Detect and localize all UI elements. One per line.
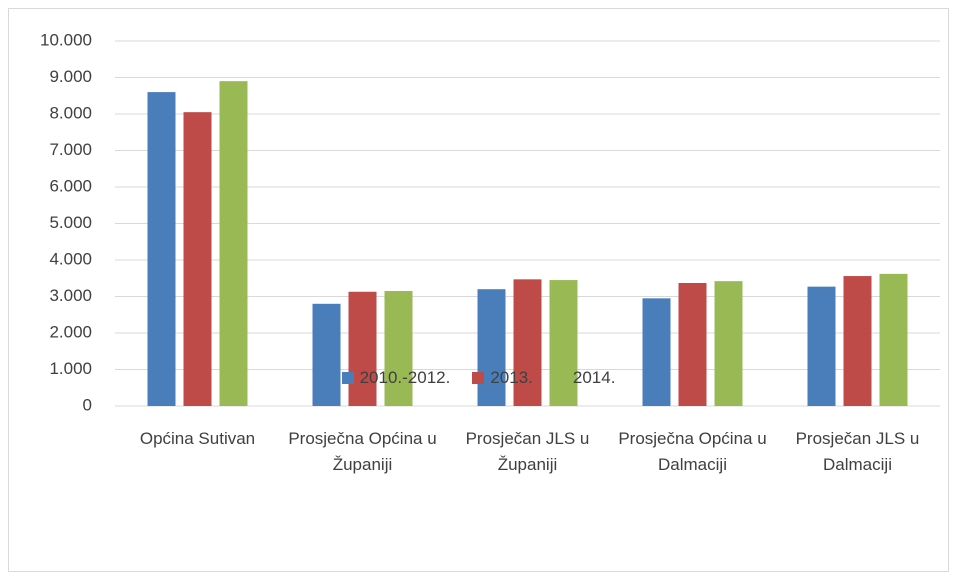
legend-item: 2010.-2012. — [341, 368, 451, 388]
y-tick-label: 6.000 — [49, 176, 92, 195]
legend-item: 2014. — [554, 368, 616, 388]
legend-label: 2013. — [490, 368, 533, 387]
y-tick-label: 5.000 — [49, 213, 92, 232]
legend-item: 2013. — [472, 368, 533, 388]
legend-swatch — [554, 372, 567, 384]
legend-swatch — [341, 372, 354, 384]
legend-label: 2014. — [572, 368, 616, 387]
y-tick-label: 7.000 — [49, 140, 92, 159]
bar — [807, 286, 836, 406]
x-tick-label: Prosječna Općina u Dalmaciji — [618, 429, 767, 474]
bar — [513, 279, 542, 406]
bar — [549, 280, 578, 406]
y-tick-label: 4.000 — [49, 249, 92, 268]
x-tick-label: Općina Sutivan — [139, 429, 256, 448]
legend: 2010.-2012. 2013. 2014. — [0, 368, 957, 388]
bar — [348, 291, 377, 406]
bar — [642, 298, 671, 406]
x-tick-label: Prosječna Općina u Županiji — [288, 429, 437, 474]
y-tick-label: 3.000 — [49, 286, 92, 305]
x-tick-label: Prosječan JLS u Dalmaciji — [795, 429, 920, 474]
y-tick-label: 8.000 — [49, 103, 92, 122]
y-tick-label: 2.000 — [49, 322, 92, 341]
bar — [477, 289, 506, 406]
y-tick-label: 1.000 — [49, 359, 92, 378]
y-tick-label: 9.000 — [49, 67, 92, 86]
bar — [879, 273, 908, 406]
bar — [312, 303, 341, 406]
bar — [678, 282, 707, 406]
bar — [219, 81, 248, 407]
legend-label: 2010.-2012. — [359, 368, 451, 387]
bar — [714, 281, 743, 406]
bar — [147, 92, 176, 406]
bar — [183, 112, 212, 407]
y-tick-label: 10.000 — [40, 30, 92, 49]
x-tick-label: Prosječan JLS u Županiji — [465, 429, 590, 474]
bar — [384, 291, 413, 406]
bar — [843, 276, 872, 406]
chart-border — [8, 8, 949, 572]
legend-swatch — [472, 372, 485, 384]
y-tick-label: 0 — [83, 395, 92, 414]
